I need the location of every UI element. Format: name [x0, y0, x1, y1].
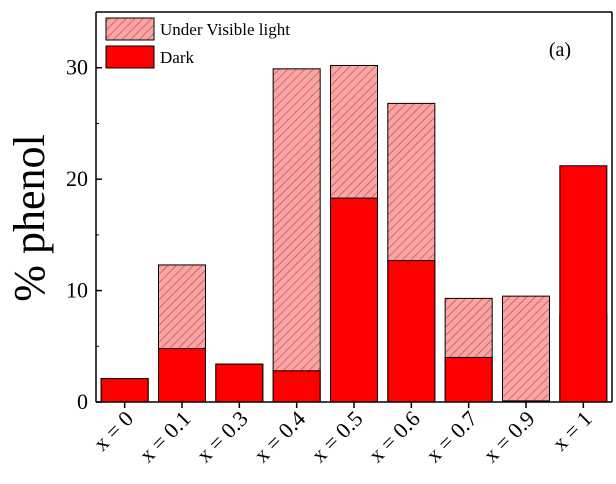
bar-dark — [444, 356, 493, 403]
x-tick-label: x = 0.1 — [134, 406, 195, 467]
x-tick-label: x = 0.3 — [191, 406, 252, 467]
bar-dark — [215, 363, 264, 403]
legend: Under Visible light Dark — [105, 17, 290, 69]
bar-under-visible-light — [272, 68, 321, 403]
bar-dark — [272, 370, 321, 403]
bar-under-visible-light — [501, 295, 551, 403]
y-tick-label: 0 — [77, 389, 88, 414]
x-tick-label: x = 0.7 — [421, 406, 482, 467]
bar-dark — [157, 348, 207, 403]
y-tick-label: 10 — [66, 278, 88, 303]
x-tick-label: x = 0.6 — [363, 406, 424, 467]
legend-swatch-dark — [105, 45, 155, 69]
x-tick-label: x = 1 — [547, 406, 597, 456]
legend-swatch-under-visible-light — [105, 17, 155, 41]
x-tick-label: x = 0.4 — [249, 406, 310, 467]
bar-dark — [387, 259, 436, 403]
bar-dark — [100, 378, 149, 403]
legend-label-under-visible-light: Under Visible light — [160, 20, 290, 39]
y-tick-label: 30 — [66, 55, 88, 80]
x-tick-label: x = 0.5 — [306, 406, 367, 467]
y-tick-label: 20 — [66, 166, 88, 191]
bar-dark — [559, 165, 608, 403]
panel-annotation: (a) — [549, 39, 571, 61]
y-axis-title: % phenol — [5, 134, 54, 301]
plot-area: 0 10 20 30 x = 0x = 0.1x = 0.3x = 0.4x = 0.5… — [66, 11, 613, 467]
legend-label-dark: Dark — [160, 48, 194, 67]
x-tick-label: x = 0.9 — [478, 406, 539, 467]
x-tick-label: x = 0 — [88, 406, 138, 456]
bar-dark — [329, 197, 379, 403]
